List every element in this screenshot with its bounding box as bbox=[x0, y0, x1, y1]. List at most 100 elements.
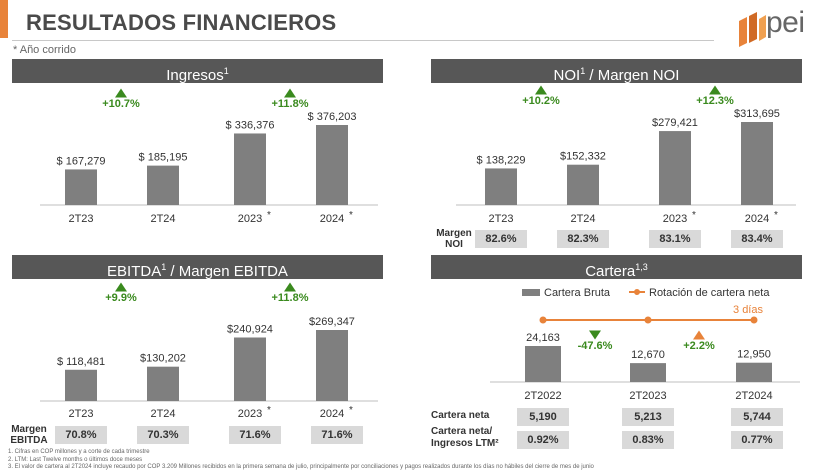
category-label: 2023 bbox=[663, 213, 687, 225]
margin-noi-label: Margen NOI bbox=[432, 228, 476, 250]
margin-noi-box: 82.3% bbox=[557, 230, 609, 248]
bar bbox=[741, 122, 773, 205]
panel-title-rest: / Margen NOI bbox=[585, 67, 680, 84]
growth-up-arrow-icon bbox=[693, 330, 705, 340]
category-label: 2023 bbox=[238, 408, 262, 420]
rotation-last-label: 3 días bbox=[733, 304, 763, 316]
margin-ebitda-label-line1: Margen bbox=[11, 424, 47, 435]
footnote: 2. LTM: Last Twelve months o últimos doc… bbox=[8, 456, 143, 463]
title-divider bbox=[12, 40, 714, 41]
rotation-point bbox=[750, 316, 758, 324]
cartera-ratio-box: 0.77% bbox=[731, 431, 783, 449]
cartera-neta-box: 5,744 bbox=[731, 408, 783, 426]
bar bbox=[525, 346, 561, 382]
category-label: 2024 bbox=[320, 213, 344, 225]
footnote: 1. Cifras en COP millones y a corte de c… bbox=[8, 449, 150, 455]
bar-value-label: $ 336,376 bbox=[226, 119, 275, 131]
bar bbox=[65, 169, 97, 205]
panel-title: Ingresos bbox=[166, 67, 224, 84]
panel-title-sup: 1 bbox=[223, 66, 229, 76]
bar bbox=[147, 165, 179, 205]
growth-label: -47.6% bbox=[578, 340, 613, 352]
panel-header-ebitda: EBITDA1 / Margen EBITDA bbox=[12, 255, 383, 280]
category-label: 2T24 bbox=[150, 408, 175, 420]
margin-noi-label-line1: Margen bbox=[436, 228, 472, 239]
pei-logo-icon bbox=[739, 12, 766, 47]
margin-ebitda-box: 70.3% bbox=[137, 426, 189, 444]
panel-title: Cartera bbox=[585, 263, 636, 280]
bar bbox=[659, 131, 691, 205]
panel-header-cartera: Cartera1,3 bbox=[431, 255, 802, 280]
bar bbox=[234, 337, 266, 401]
bar bbox=[485, 168, 517, 205]
category-asterisk: * bbox=[349, 405, 353, 416]
category-label: 2024 bbox=[745, 213, 769, 225]
footnote: 3. El valor de cartera al 2T2024 incluye… bbox=[8, 464, 594, 470]
category-label: 2T24 bbox=[150, 213, 175, 225]
panel-title-sup: 1 bbox=[161, 262, 167, 272]
margin-ebitda-box: 70.8% bbox=[55, 426, 107, 444]
category-label: 2T24 bbox=[570, 213, 595, 225]
bar-value-label: $152,332 bbox=[560, 151, 606, 163]
cartera-neta-box: 5,213 bbox=[622, 408, 674, 426]
bar bbox=[65, 369, 97, 401]
bar-value-label: $130,202 bbox=[140, 353, 186, 365]
legend-bar-label: Cartera Bruta bbox=[544, 287, 611, 299]
bar-value-label: $269,347 bbox=[309, 316, 355, 328]
growth-label: +2.2% bbox=[683, 340, 715, 352]
page-title: RESULTADOS FINANCIEROS bbox=[26, 10, 337, 35]
panel-title: EBITDA bbox=[107, 263, 162, 280]
rotation-point bbox=[644, 316, 652, 324]
growth-up-arrow-icon bbox=[709, 85, 721, 95]
category-asterisk: * bbox=[267, 405, 271, 416]
bar bbox=[567, 164, 599, 205]
growth-label: +10.2% bbox=[522, 95, 560, 107]
cartera-ratio-label-line1: Cartera neta/ bbox=[431, 426, 493, 437]
cartera-ratio-label-line2: Ingresos LTM² bbox=[431, 438, 499, 449]
panel-title-sup: 1,3 bbox=[635, 262, 648, 272]
growth-up-arrow-icon bbox=[535, 85, 547, 95]
growth-label: +11.8% bbox=[271, 98, 308, 110]
title-accent-bar bbox=[0, 0, 8, 38]
legend-line-label: Rotación de cartera neta bbox=[649, 287, 770, 299]
margin-ebitda-label: Margen EBITDA bbox=[8, 424, 50, 446]
category-label: 2T2024 bbox=[735, 390, 772, 402]
bar-value-label: $ 376,203 bbox=[308, 111, 357, 123]
category-label: 2023 bbox=[238, 213, 262, 225]
category-label: 2T23 bbox=[68, 213, 93, 225]
bar bbox=[630, 363, 666, 382]
category-asterisk: * bbox=[267, 210, 271, 221]
bar bbox=[316, 125, 348, 205]
bar bbox=[736, 362, 772, 382]
category-asterisk: * bbox=[349, 210, 353, 221]
bar-value-label: 24,163 bbox=[526, 332, 560, 344]
category-asterisk: * bbox=[692, 210, 696, 221]
panel-header-ingresos: Ingresos1 bbox=[12, 59, 383, 84]
category-asterisk: * bbox=[774, 210, 778, 221]
legend-bar-swatch bbox=[522, 289, 540, 296]
cartera-ratio-box: 0.92% bbox=[517, 431, 569, 449]
footnotes: 1. Cifras en COP millones y a corte de c… bbox=[8, 449, 594, 472]
category-label: 2T23 bbox=[488, 213, 513, 225]
bar-value-label: $ 118,481 bbox=[57, 356, 105, 368]
panel-header-noi: NOI1 / Margen NOI bbox=[431, 59, 802, 84]
bar-value-label: 12,950 bbox=[737, 349, 771, 361]
bar-value-label: $ 167,279 bbox=[57, 155, 106, 167]
bar-value-label: $240,924 bbox=[227, 323, 273, 335]
margin-ebitda-box: 71.6% bbox=[229, 426, 281, 444]
panel-title: NOI bbox=[553, 67, 581, 84]
growth-label: +11.8% bbox=[271, 292, 308, 304]
margin-ebitda-label-line2: EBITDA bbox=[10, 435, 48, 446]
cartera-ratio-label: Cartera neta/ Ingresos LTM² bbox=[431, 426, 499, 450]
margin-ebitda-box: 71.6% bbox=[311, 426, 363, 444]
category-label: 2T2023 bbox=[629, 390, 666, 402]
cartera-ratio-box: 0.83% bbox=[622, 431, 674, 449]
margin-noi-box: 83.1% bbox=[649, 230, 701, 248]
growth-up-arrow-icon bbox=[284, 88, 296, 98]
margin-noi-box: 83.4% bbox=[731, 230, 783, 248]
rotation-point bbox=[539, 316, 547, 324]
bar bbox=[234, 133, 266, 205]
growth-up-arrow-icon bbox=[115, 282, 127, 292]
growth-label: +12.3% bbox=[696, 95, 734, 107]
